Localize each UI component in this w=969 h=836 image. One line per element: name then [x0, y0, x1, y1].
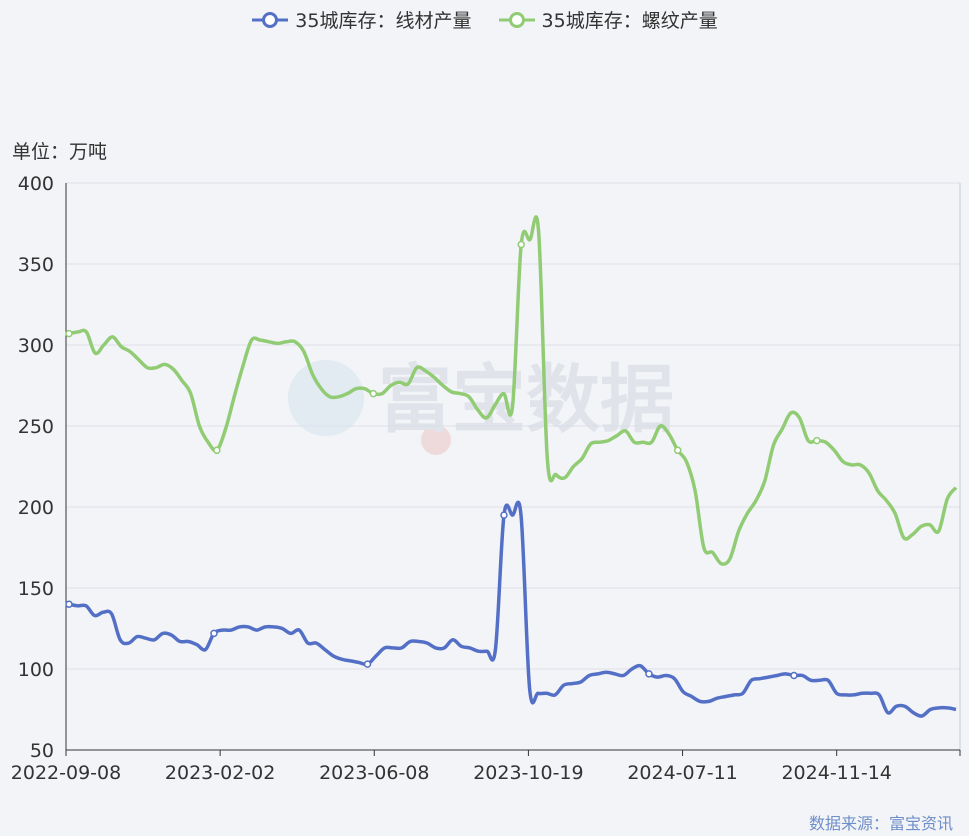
x-tick-label: 2022-09-08 [11, 762, 121, 784]
legend-item-wire[interactable]: 35城库存：线材产量 [251, 6, 471, 33]
y-tick-label: 250 [18, 416, 54, 438]
series-marker-0[interactable] [645, 670, 653, 678]
series [65, 215, 958, 718]
series-marker-1[interactable] [813, 436, 821, 445]
y-tick-label: 350 [18, 254, 54, 276]
y-tick-label: 400 [18, 173, 54, 195]
series-marker-1[interactable] [673, 446, 682, 455]
axes: 50 100 150 200 250 300 350 400 2022-09-08 2023-02… [11, 173, 961, 784]
series-marker-0[interactable] [790, 671, 798, 680]
y-tick-label: 300 [18, 335, 54, 357]
watermark: 富宝数据 [288, 357, 674, 455]
y-tick-label: 100 [18, 659, 54, 681]
x-tick-label: 2024-11-14 [781, 762, 891, 784]
watermark-small-logo-icon [421, 425, 451, 455]
unit-label: 单位：万吨 [12, 141, 108, 163]
legend-item-rebar[interactable]: 35城库存：螺纹产量 [498, 6, 718, 33]
legend-label-wire: 35城库存：线材产量 [295, 10, 472, 32]
series-line-0 [68, 500, 957, 718]
watermark-logo-icon [288, 360, 364, 436]
y-tick-label: 150 [18, 578, 54, 600]
series-marker-1[interactable] [517, 240, 525, 249]
series-marker-0[interactable] [65, 600, 73, 608]
legend-marker-wire-icon [252, 11, 289, 28]
y-tick-label: 200 [18, 497, 54, 519]
series-marker-1[interactable] [213, 446, 221, 455]
series-marker-0[interactable] [363, 660, 372, 668]
x-tick-label: 2023-10-19 [473, 762, 583, 784]
source-label: 数据来源：富宝资讯 [808, 814, 953, 833]
series-marker-1[interactable] [65, 329, 73, 338]
y-tick-label: 50 [30, 740, 54, 762]
legend-label-rebar: 35城库存：螺纹产量 [541, 10, 718, 32]
series-marker-1[interactable] [369, 389, 378, 398]
series-marker-0[interactable] [210, 629, 218, 638]
legend: 35城库存：线材产量 35城库存：螺纹产量 [0, 6, 969, 34]
x-tick-label: 2024-07-11 [627, 762, 737, 784]
legend-marker-rebar-icon [498, 11, 535, 28]
x-tick-label: 2023-06-08 [319, 762, 429, 784]
x-tick-label: 2023-02-02 [165, 762, 275, 784]
grid [66, 182, 960, 670]
series-marker-0[interactable] [500, 511, 508, 519]
